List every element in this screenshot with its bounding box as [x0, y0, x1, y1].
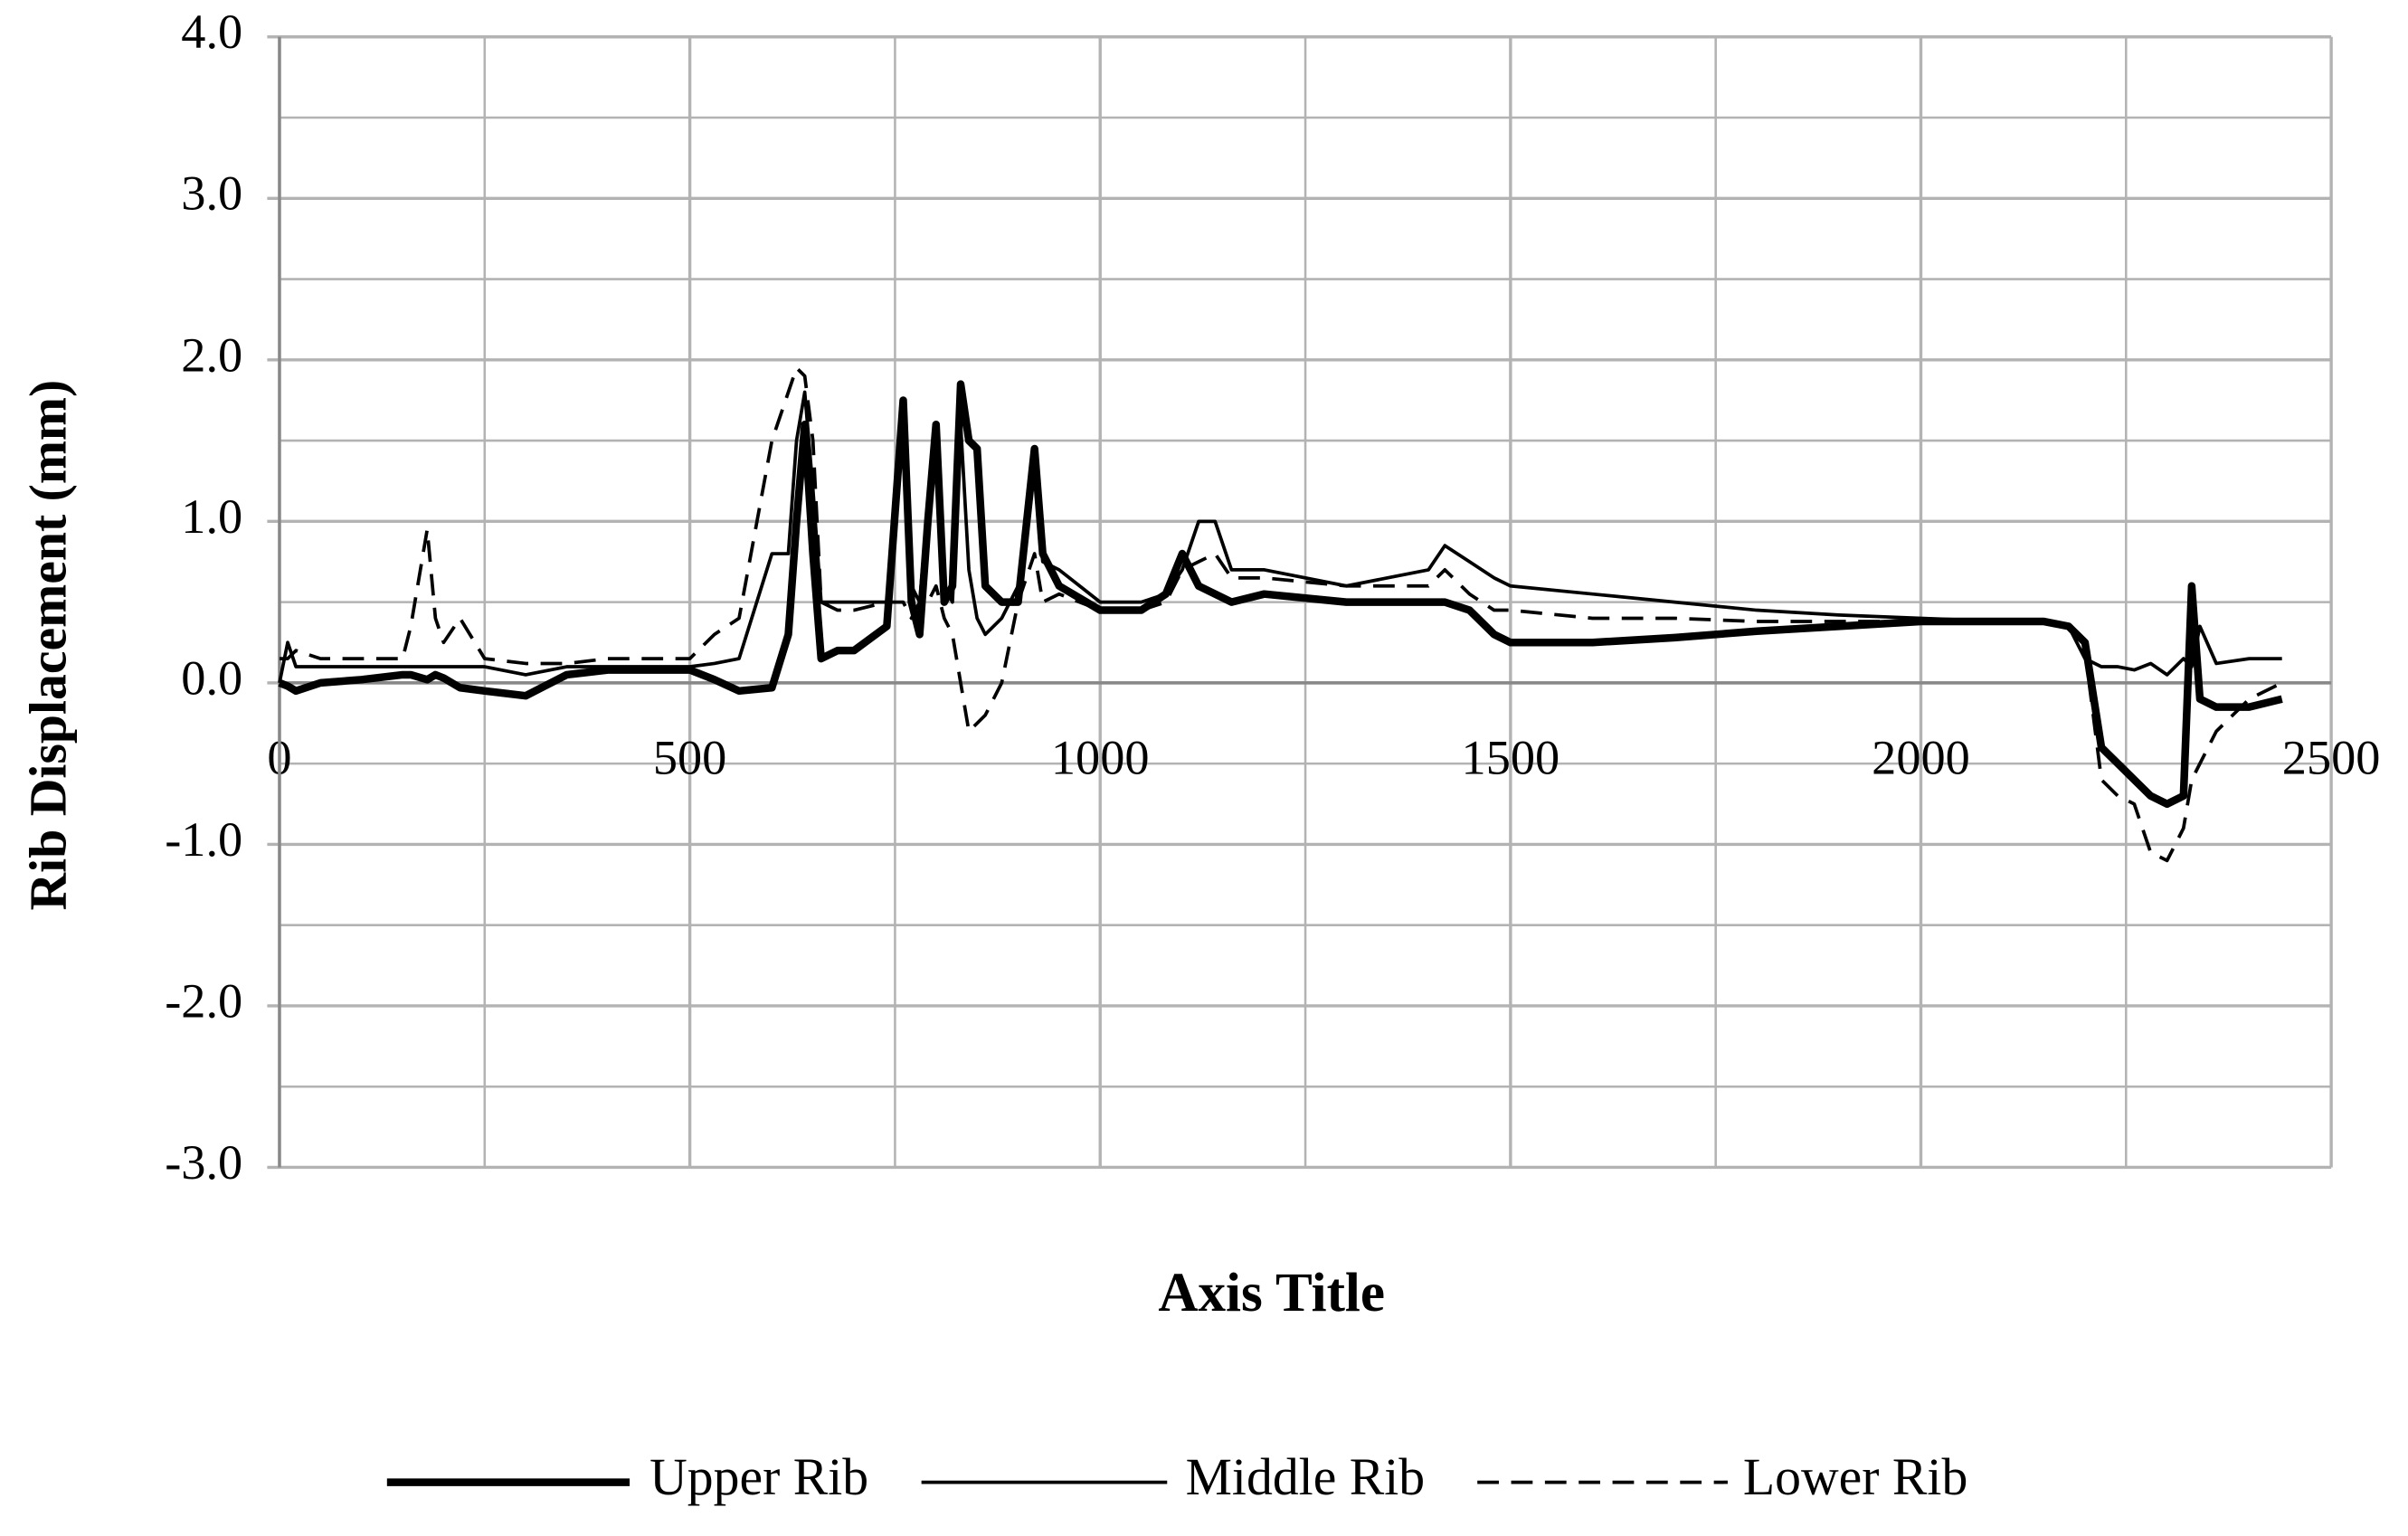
y-tick-label: 4.0: [181, 5, 242, 59]
legend-label: Lower Rib: [1743, 1449, 1967, 1506]
x-tick-label: 500: [653, 731, 726, 785]
y-tick-label: 0.0: [181, 650, 242, 705]
x-tick-label: 2500: [2282, 731, 2381, 785]
y-tick-label: -3.0: [165, 1135, 242, 1190]
series-line: [279, 365, 2283, 863]
x-tick-label: 1000: [1051, 731, 1150, 785]
y-tick-label: -1.0: [165, 812, 242, 867]
x-axis-title: Axis Title: [1158, 1263, 1385, 1323]
y-tick-label: 1.0: [181, 489, 242, 544]
y-axis-title: Rib Displacement (mm): [21, 380, 78, 911]
x-tick-label: 1500: [1462, 731, 1560, 785]
legend-label: Middle Rib: [1186, 1449, 1426, 1506]
legend-label: Upper Rib: [649, 1449, 868, 1506]
y-tick-label: 2.0: [181, 327, 242, 382]
x-tick-label: 2000: [1872, 731, 1970, 785]
y-tick-label: -2.0: [165, 973, 242, 1028]
y-tick-label: 3.0: [181, 166, 242, 221]
